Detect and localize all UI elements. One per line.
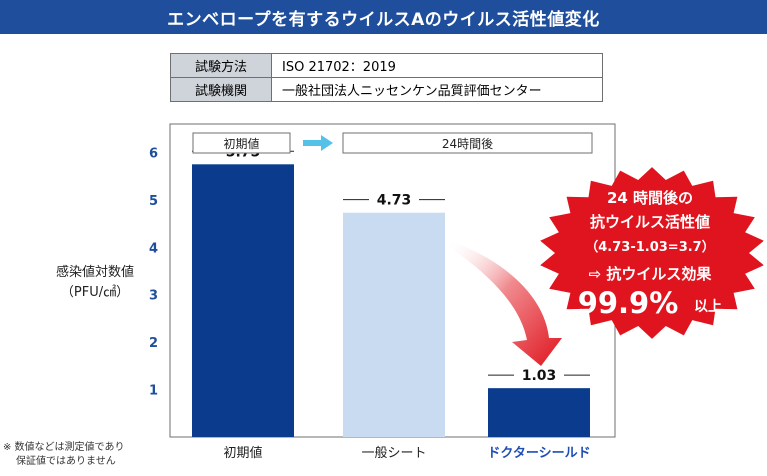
- y-tick-label: 2: [149, 336, 158, 351]
- y-tick-label: 1: [149, 384, 158, 399]
- legend-before-box: [192, 132, 291, 154]
- y-tick-label: 5: [149, 194, 158, 209]
- value-label-bg: [369, 188, 419, 209]
- note-line2: 保証値ではありません: [16, 456, 116, 467]
- y-axis-label: 感染値対数値: [56, 264, 134, 280]
- chart-title: エンベロープを有するウイルスAのウイルス活性値変化: [0, 0, 767, 34]
- value-label-bg: [514, 364, 564, 385]
- test-method-row: 試験方法 ISO 21702：2019: [170, 53, 603, 78]
- legend-after-box: [342, 132, 593, 154]
- legend-after-label: 24時間後: [442, 137, 493, 151]
- bar-1: [192, 164, 294, 437]
- y-tick-label: 6: [149, 146, 158, 161]
- legend-arrow-icon: [303, 135, 333, 151]
- badge-big-value: 99.9%: [578, 286, 679, 320]
- badge-line4: ⇨ 抗ウイルス効果: [589, 265, 713, 283]
- test-org-label: 試験機関: [170, 77, 272, 102]
- y-axis-unit: （PFU/㎠）: [61, 285, 129, 300]
- badge-line1: 24 時間後の: [607, 189, 693, 207]
- category-label: 初期値: [223, 445, 262, 461]
- note-line1: ※ 数値などは測定値であり: [3, 442, 125, 453]
- test-method-label: 試験方法: [170, 53, 272, 78]
- y-tick-label: 4: [149, 241, 158, 256]
- starburst-icon: [540, 167, 764, 339]
- test-method-value: ISO 21702：2019: [271, 53, 603, 78]
- y-tick-label: 3: [149, 289, 158, 304]
- category-label: 一般シート: [361, 445, 426, 461]
- bar-2: [343, 212, 445, 437]
- value-label: 4.73: [377, 193, 412, 209]
- disclaimer-note: ※ 数値などは測定値であり 保証値ではありません: [3, 441, 124, 469]
- bar-3: [488, 388, 590, 437]
- badge-suffix: 以上: [694, 299, 722, 315]
- badge-line3: （4.73-1.03=3.7）: [585, 239, 714, 255]
- badge-line2: 抗ウイルス活性値: [590, 213, 710, 231]
- legend-before-label: 初期値: [223, 136, 259, 151]
- antiviral-badge: 24 時間後の 抗ウイルス活性値 （4.73-1.03=3.7） ⇨ 抗ウイルス…: [540, 167, 764, 339]
- test-org-value: 一般社団法人ニッセンケン品質評価センター: [271, 77, 603, 102]
- value-label: 1.03: [522, 368, 557, 384]
- test-org-row: 試験機関 一般社団法人ニッセンケン品質評価センター: [170, 77, 603, 102]
- reduction-arrow-icon: [448, 240, 562, 366]
- category-label: ドクターシールド: [487, 446, 590, 461]
- test-info-table: 試験方法 ISO 21702：2019 試験機関 一般社団法人ニッセンケン品質評…: [170, 53, 603, 102]
